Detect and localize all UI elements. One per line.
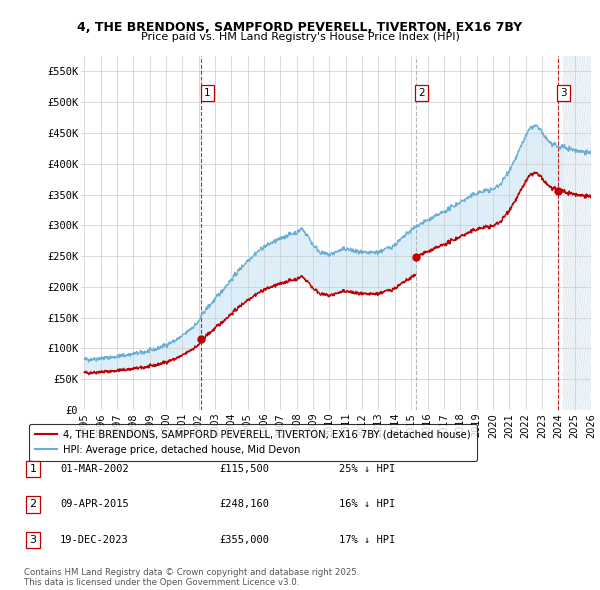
- Text: 25% ↓ HPI: 25% ↓ HPI: [339, 464, 395, 474]
- Text: 3: 3: [560, 88, 567, 98]
- Text: 01-MAR-2002: 01-MAR-2002: [60, 464, 129, 474]
- Text: 4, THE BRENDONS, SAMPFORD PEVERELL, TIVERTON, EX16 7BY: 4, THE BRENDONS, SAMPFORD PEVERELL, TIVE…: [77, 21, 523, 34]
- Text: 19-DEC-2023: 19-DEC-2023: [60, 535, 129, 545]
- Text: 09-APR-2015: 09-APR-2015: [60, 500, 129, 509]
- Text: Price paid vs. HM Land Registry's House Price Index (HPI): Price paid vs. HM Land Registry's House …: [140, 32, 460, 42]
- Text: £355,000: £355,000: [219, 535, 269, 545]
- Text: £115,500: £115,500: [219, 464, 269, 474]
- Text: 1: 1: [204, 88, 211, 98]
- Text: 2: 2: [29, 500, 37, 509]
- Text: £248,160: £248,160: [219, 500, 269, 509]
- Text: Contains HM Land Registry data © Crown copyright and database right 2025.
This d: Contains HM Land Registry data © Crown c…: [24, 568, 359, 587]
- Text: 1: 1: [29, 464, 37, 474]
- Text: 16% ↓ HPI: 16% ↓ HPI: [339, 500, 395, 509]
- Text: 17% ↓ HPI: 17% ↓ HPI: [339, 535, 395, 545]
- Text: 3: 3: [29, 535, 37, 545]
- Text: 2: 2: [418, 88, 425, 98]
- Legend: 4, THE BRENDONS, SAMPFORD PEVERELL, TIVERTON, EX16 7BY (detached house), HPI: Av: 4, THE BRENDONS, SAMPFORD PEVERELL, TIVE…: [29, 424, 476, 461]
